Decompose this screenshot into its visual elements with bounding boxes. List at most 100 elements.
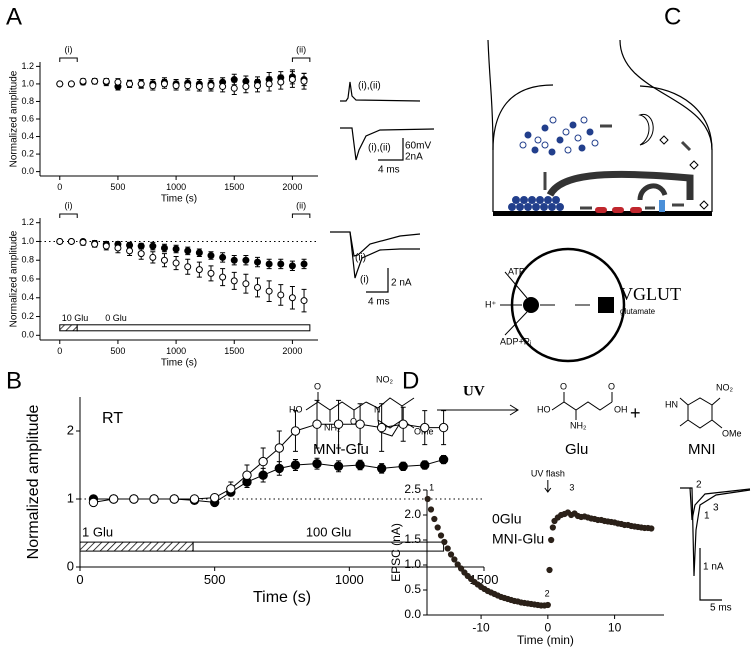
data-point xyxy=(277,291,285,299)
scale-label: 4 ms xyxy=(378,165,400,176)
data-point xyxy=(126,247,134,255)
data-point xyxy=(254,283,262,291)
data-point xyxy=(355,419,365,429)
data-point xyxy=(230,277,238,285)
inset-label: (ii) xyxy=(355,253,366,264)
atom-label: NO₂ xyxy=(716,382,734,392)
diagram-label: VGLUT xyxy=(620,284,681,304)
y-tick-label: 1 xyxy=(67,490,74,505)
data-point xyxy=(447,551,455,558)
data-point xyxy=(137,250,145,258)
y-tick-label: 1.0 xyxy=(404,557,421,571)
data-point xyxy=(149,82,157,90)
data-point xyxy=(355,460,365,470)
x-tick-label: 500 xyxy=(110,182,125,192)
atom-label: N xyxy=(374,404,381,414)
annotation-bracket xyxy=(59,213,78,218)
condition-label: 0 Glu xyxy=(105,313,127,323)
data-point xyxy=(195,249,203,257)
x-tick-label: 2000 xyxy=(282,182,302,192)
data-point xyxy=(254,258,262,266)
data-point xyxy=(126,80,134,88)
data-point xyxy=(172,259,180,267)
data-point xyxy=(444,545,451,552)
x-tick-label: 1000 xyxy=(335,572,364,587)
y-tick-label: 0.8 xyxy=(21,96,34,106)
diagram-label: H⁺ xyxy=(485,299,496,309)
diagram-label: glutamate xyxy=(620,307,656,316)
data-point xyxy=(648,525,655,532)
compound-name: Glu xyxy=(565,441,588,458)
data-point xyxy=(242,470,252,480)
chemical-structures xyxy=(305,392,723,437)
x-tick-label: 0 xyxy=(544,620,551,634)
condition-bar xyxy=(79,541,194,552)
data-point xyxy=(242,83,250,91)
atom-label: HO xyxy=(537,404,551,414)
data-point xyxy=(67,237,75,245)
x-tick-label: 1000 xyxy=(166,346,186,356)
data-point xyxy=(88,497,99,508)
y-tick-label: 0.8 xyxy=(21,255,34,265)
scale-label: 4 ms xyxy=(368,297,390,308)
data-point xyxy=(376,422,387,433)
data-point xyxy=(312,458,322,469)
data-point xyxy=(420,422,430,433)
y-tick-label: 1.0 xyxy=(21,78,34,88)
data-point xyxy=(457,565,465,572)
atom-label: HO xyxy=(289,404,303,414)
annotation-label: (i) xyxy=(64,200,72,210)
data-point xyxy=(160,256,168,264)
data-point xyxy=(548,536,555,544)
annotation-bracket xyxy=(291,213,311,218)
data-point xyxy=(79,77,87,85)
data-point xyxy=(219,253,227,261)
x-tick-label: 500 xyxy=(204,572,226,587)
data-point xyxy=(333,419,344,429)
data-point xyxy=(189,494,200,504)
data-point xyxy=(398,461,408,472)
y-tick-label: 0.0 xyxy=(404,607,421,621)
y-axis-label: Normalized amplitude xyxy=(9,230,20,327)
compound-name: MNI xyxy=(688,441,716,458)
annotation-label: UV flash xyxy=(531,468,565,478)
annotation-label: 1 xyxy=(429,482,434,492)
data-point xyxy=(79,238,87,246)
scale-label: 60mV xyxy=(405,141,431,152)
y-tick-label: 1.2 xyxy=(21,61,34,71)
data-point xyxy=(129,494,139,504)
atom-label: NH₂ xyxy=(570,420,587,430)
data-point xyxy=(258,456,268,467)
chart-label: RT xyxy=(102,410,123,427)
data-point xyxy=(207,269,215,277)
x-axis-label: Time (s) xyxy=(161,358,197,369)
scale-label: 5 ms xyxy=(710,603,732,614)
annotation-label: 2 xyxy=(545,588,550,598)
data-point xyxy=(149,253,157,261)
data-point xyxy=(549,524,556,531)
data-point xyxy=(160,244,168,252)
y-tick-label: 1.2 xyxy=(21,217,34,227)
data-point xyxy=(441,538,448,546)
data-point xyxy=(172,82,180,90)
series-line xyxy=(93,459,444,503)
data-point xyxy=(398,419,408,429)
data-point xyxy=(230,76,238,84)
atom-label: O xyxy=(608,381,615,391)
data-point xyxy=(312,419,322,429)
atom-label: O xyxy=(314,381,321,391)
atom-label: NH₂ xyxy=(324,422,341,432)
data-point xyxy=(137,80,145,88)
x-tick-label: 1500 xyxy=(224,346,244,356)
diagram-label: ATP xyxy=(508,266,525,276)
data-point xyxy=(209,492,220,503)
chart-label: MNI-Glu xyxy=(492,531,544,547)
data-point xyxy=(451,556,458,563)
data-point xyxy=(219,83,227,91)
data-point xyxy=(108,494,119,504)
atom-label: O xyxy=(350,416,357,426)
data-point xyxy=(172,245,180,253)
data-point xyxy=(242,280,250,288)
inset-label: 2 xyxy=(696,480,702,491)
y-tick-label: 2.0 xyxy=(404,507,421,521)
